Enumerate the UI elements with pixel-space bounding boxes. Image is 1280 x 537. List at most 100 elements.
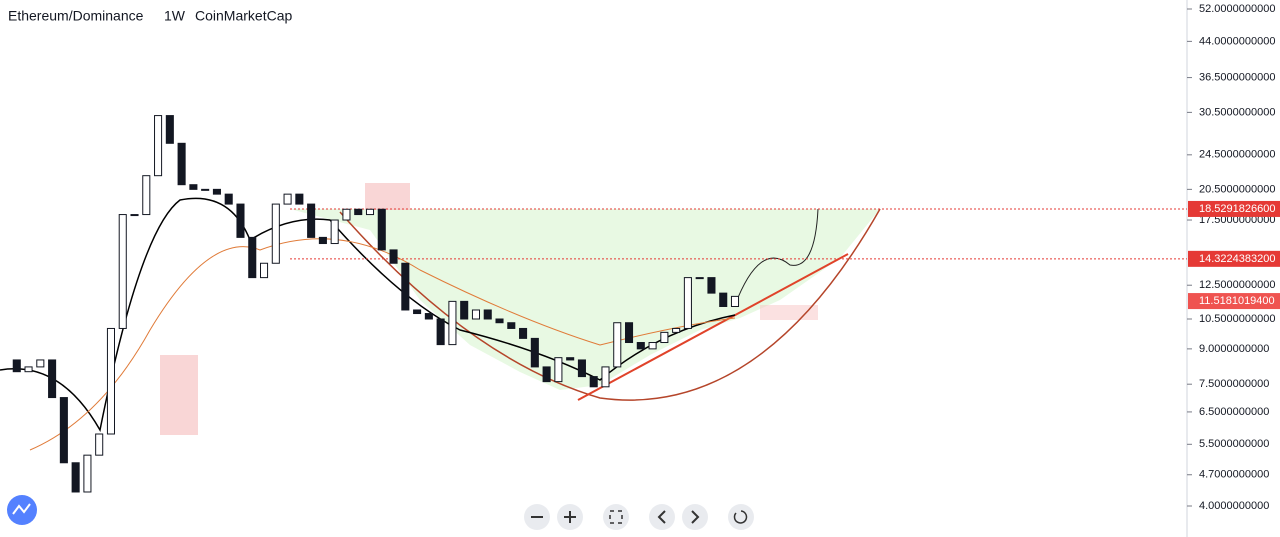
candle bbox=[530, 337, 539, 368]
cloud bbox=[365, 183, 410, 210]
candle bbox=[730, 295, 740, 307]
candle bbox=[601, 366, 610, 388]
candle bbox=[436, 318, 445, 346]
candle bbox=[460, 300, 469, 320]
price-label-box bbox=[1188, 200, 1280, 217]
candle bbox=[495, 318, 504, 324]
cloud bbox=[160, 355, 198, 435]
y-tick-label: 5.5000000000 bbox=[1199, 438, 1269, 450]
candle bbox=[224, 193, 233, 205]
y-tick-label: 7.5000000000 bbox=[1199, 378, 1269, 390]
candle bbox=[260, 262, 269, 279]
candle bbox=[542, 366, 551, 383]
y-tick-label: 4.0000000000 bbox=[1199, 500, 1269, 512]
y-tick-label: 10.5000000000 bbox=[1199, 313, 1275, 325]
candle bbox=[307, 203, 316, 238]
candle bbox=[507, 322, 516, 329]
toolbar bbox=[524, 504, 754, 530]
candle bbox=[318, 236, 327, 245]
candle bbox=[71, 462, 80, 493]
candle bbox=[106, 327, 116, 435]
candle bbox=[248, 236, 257, 279]
symbol: Ethereum/Dominance bbox=[8, 8, 144, 24]
source: CoinMarketCap bbox=[195, 8, 292, 24]
candle bbox=[95, 433, 104, 456]
candle bbox=[154, 115, 163, 177]
candle bbox=[118, 214, 127, 329]
y-tick-label: 6.5000000000 bbox=[1199, 406, 1269, 418]
candle bbox=[142, 175, 151, 216]
candle bbox=[24, 366, 33, 373]
pattern-area bbox=[290, 209, 880, 390]
candle bbox=[636, 342, 645, 350]
candle bbox=[471, 309, 481, 320]
candle bbox=[36, 359, 45, 368]
candle bbox=[660, 331, 669, 344]
trend-line bbox=[577, 253, 849, 401]
price-label-box bbox=[1188, 293, 1280, 310]
candle bbox=[365, 208, 375, 216]
reset-button[interactable] bbox=[728, 504, 754, 530]
candle bbox=[59, 397, 68, 464]
candle bbox=[236, 203, 245, 238]
price-label: 11.5181019400 bbox=[1199, 295, 1275, 307]
candle bbox=[577, 359, 586, 378]
candle bbox=[130, 214, 139, 217]
candle bbox=[589, 376, 598, 388]
y-tick-label: 36.5000000000 bbox=[1199, 71, 1275, 83]
candle bbox=[613, 322, 622, 368]
candle bbox=[672, 327, 681, 333]
candle bbox=[389, 249, 398, 264]
y-tick-label: 24.5000000000 bbox=[1199, 149, 1275, 161]
candle bbox=[448, 300, 457, 346]
cup-curve bbox=[339, 208, 881, 401]
candle bbox=[342, 208, 351, 221]
candle bbox=[295, 193, 304, 205]
y-tick-label: 52.0000000000 bbox=[1199, 3, 1275, 15]
candle bbox=[554, 357, 563, 383]
candle bbox=[283, 193, 292, 205]
scroll-right-button[interactable] bbox=[682, 504, 708, 530]
candle bbox=[165, 115, 174, 144]
candle bbox=[354, 208, 363, 216]
candle bbox=[566, 357, 575, 361]
candle bbox=[377, 208, 386, 251]
y-tick-label: 20.5000000000 bbox=[1199, 183, 1275, 195]
candle bbox=[12, 359, 21, 373]
overlays bbox=[0, 183, 881, 451]
candle bbox=[625, 322, 634, 344]
candle bbox=[424, 313, 433, 320]
price-label: 14.3224383200 bbox=[1199, 253, 1275, 265]
cloud bbox=[760, 305, 818, 320]
candle bbox=[413, 309, 422, 315]
candle bbox=[330, 219, 339, 245]
candle bbox=[83, 454, 92, 493]
y-tick-label: 4.7000000000 bbox=[1199, 469, 1269, 481]
candle bbox=[648, 342, 657, 350]
candle bbox=[201, 188, 210, 191]
y-tick-label: 44.0000000000 bbox=[1199, 35, 1275, 47]
y-tick-label: 30.5000000000 bbox=[1199, 106, 1275, 118]
candle bbox=[719, 292, 728, 307]
candle bbox=[401, 262, 410, 311]
candle bbox=[707, 277, 716, 294]
projection bbox=[734, 208, 819, 306]
interval: 1W bbox=[164, 8, 186, 24]
candle bbox=[695, 277, 704, 280]
candle bbox=[212, 188, 221, 195]
candle bbox=[483, 309, 492, 320]
candle bbox=[48, 359, 57, 399]
y-tick-label: 12.5000000000 bbox=[1199, 279, 1275, 291]
price-label-box bbox=[1188, 250, 1280, 267]
logo[interactable] bbox=[7, 495, 37, 525]
candle bbox=[683, 277, 692, 329]
candle bbox=[519, 327, 528, 339]
candle bbox=[271, 203, 280, 264]
candle bbox=[189, 184, 198, 190]
y-tick-label: 9.0000000000 bbox=[1199, 343, 1269, 355]
candle bbox=[177, 142, 186, 186]
fullscreen-button[interactable] bbox=[603, 504, 629, 530]
price-label: 18.5291826600 bbox=[1199, 203, 1275, 215]
scroll-left-button[interactable] bbox=[649, 504, 675, 530]
